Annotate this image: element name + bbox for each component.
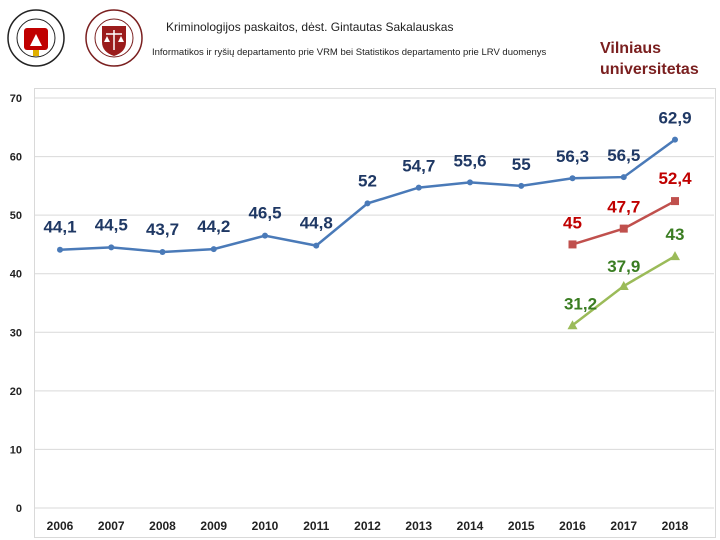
data-label-blue: 55 [512,155,531,174]
data-label-red: 47,7 [607,198,640,217]
data-point-green [567,320,578,330]
y-tick-label: 20 [10,386,22,398]
data-point-green [618,281,629,291]
data-label-blue: 44,2 [197,217,230,236]
x-tick-label: 2010 [252,519,279,533]
y-tick-label: 60 [10,152,22,164]
y-tick-label: 0 [16,503,22,515]
data-point-blue [108,244,115,251]
x-tick-label: 2016 [559,519,586,533]
data-point-blue [569,175,576,182]
x-tick-label: 2006 [47,519,74,533]
data-label-blue: 56,3 [556,147,589,166]
data-point-blue [620,174,627,181]
data-label-blue: 43,7 [146,220,179,239]
y-tick-label: 40 [10,269,22,281]
x-tick-label: 2014 [457,519,484,533]
data-point-blue [467,179,473,186]
x-tick-label: 2011 [303,519,329,533]
x-tick-label: 2012 [354,519,381,533]
data-label-blue: 55,6 [453,151,486,170]
data-source-note: Informatikos ir ryšių departamento prie … [152,47,547,58]
y-tick-label: 50 [10,210,22,222]
x-tick-label: 2007 [98,519,125,533]
data-point-blue [364,200,371,207]
data-point-green [670,251,680,261]
x-tick-label: 2008 [149,519,176,533]
data-label-red: 45 [563,213,582,232]
y-tick-label: 30 [10,327,22,339]
data-point-blue [415,184,422,191]
y-tick-label: 10 [10,444,22,456]
data-label-blue: 46,5 [248,204,281,223]
university-name: Vilniaus universitetas [600,38,699,80]
data-label-red: 52,4 [658,169,692,188]
x-tick-label: 2009 [200,519,227,533]
data-point-blue [313,242,320,249]
data-label-green: 37,9 [607,257,640,276]
x-tick-label: 2013 [405,519,432,533]
data-point-red [568,240,577,249]
data-label-blue: 54,7 [402,157,435,176]
data-point-blue [672,136,678,143]
data-label-blue: 44,5 [95,215,128,234]
law-faculty-seal-logo [84,8,144,68]
data-label-blue: 56,5 [607,146,640,165]
data-label-green: 43 [666,225,685,244]
data-point-blue [262,232,268,239]
data-label-blue: 44,8 [300,214,333,233]
x-tick-label: 2017 [610,519,637,533]
data-label-blue: 52 [358,171,377,190]
data-label-blue: 62,9 [658,109,691,128]
university-name-line1: Vilniaus [600,40,662,57]
data-label-green: 31,2 [564,294,597,313]
chart-frame [34,88,716,538]
data-point-blue [159,249,166,256]
university-name-line2: universitetas [600,61,699,78]
x-tick-label: 2018 [662,519,689,533]
data-point-blue [518,182,525,189]
data-point-blue [210,246,217,253]
data-point-blue [57,246,63,253]
course-title: Kriminologijos paskaitos, dėst. Gintauta… [166,20,454,34]
data-label-blue: 44,1 [43,218,76,237]
data-point-red [619,224,628,233]
x-tick-label: 2015 [508,519,535,533]
data-point-red [671,197,679,206]
y-tick-label: 70 [10,93,22,105]
university-seal-logo [6,8,66,68]
